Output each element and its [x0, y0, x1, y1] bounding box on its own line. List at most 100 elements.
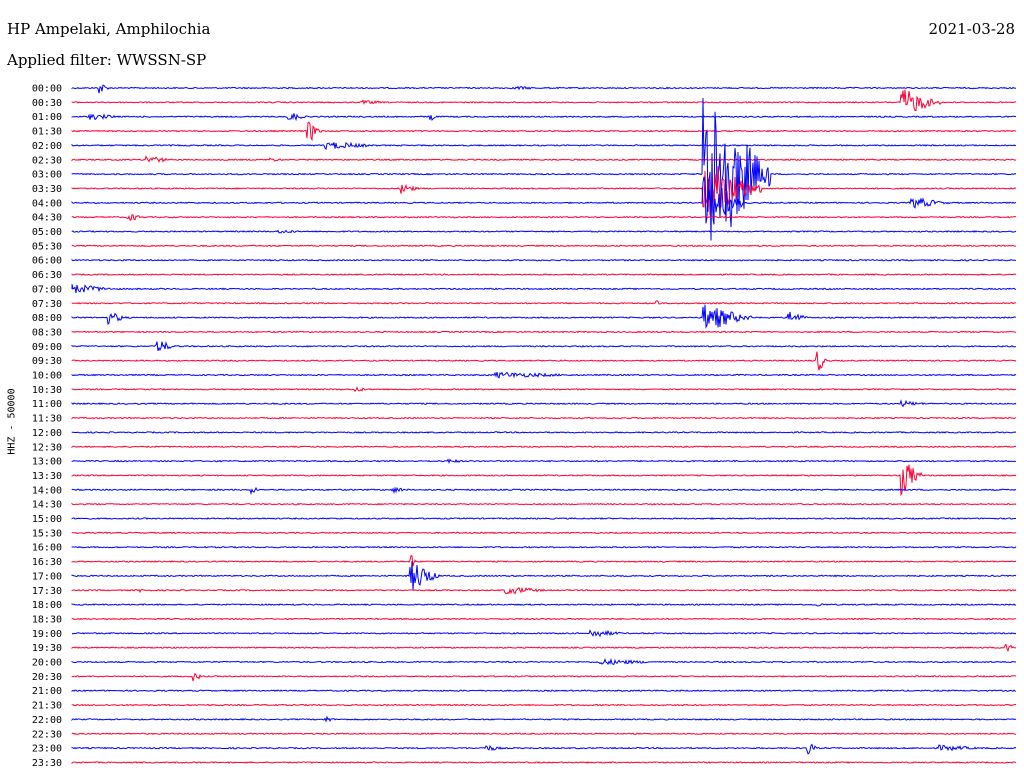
row-label: 14:30 [32, 500, 62, 511]
trace-line [71, 371, 1017, 379]
trace-line [71, 89, 1016, 111]
trace-line [71, 464, 1017, 497]
trace-line [71, 176, 1017, 224]
row-label: 05:00 [32, 227, 62, 238]
trace-line [71, 214, 1017, 221]
row-label: 23:30 [32, 758, 62, 769]
trace-line [71, 229, 1017, 234]
station-title: HP Ampelaki, Amphilochia [7, 20, 211, 38]
row-label: 13:00 [32, 457, 62, 468]
trace-line [71, 284, 1017, 293]
row-label: 17:30 [32, 586, 62, 597]
row-label: 12:00 [32, 428, 62, 439]
row-label: 15:00 [32, 514, 62, 525]
trace-line [71, 732, 1017, 736]
trace-line [71, 273, 1017, 276]
trace-line [71, 743, 1017, 755]
trace-line [71, 672, 1017, 682]
trace-line [71, 458, 1017, 465]
row-label: 12:30 [32, 442, 62, 453]
trace-line [71, 304, 1017, 329]
row-label: 03:30 [32, 184, 62, 195]
row-label: 06:00 [32, 256, 62, 267]
row-label: 21:00 [32, 686, 62, 697]
trace-line [71, 517, 1017, 520]
row-label: 07:30 [32, 299, 62, 310]
trace-line [71, 155, 1017, 163]
trace-line [71, 502, 1017, 506]
row-label: 00:00 [32, 84, 62, 95]
row-label: 22:00 [32, 715, 62, 726]
trace-line [71, 657, 1017, 666]
row-label: 02:00 [32, 141, 62, 152]
trace-line [71, 244, 1017, 248]
trace-line [71, 399, 1017, 408]
row-label: 01:00 [32, 112, 62, 123]
trace-line [71, 431, 1017, 434]
trace-line [71, 341, 1017, 352]
row-label: 18:00 [32, 600, 62, 611]
trace-line [71, 554, 1017, 567]
row-label: 16:00 [32, 543, 62, 554]
row-label: 20:00 [32, 658, 62, 669]
trace-line [71, 761, 1017, 765]
row-label: 15:30 [32, 528, 62, 539]
row-label: 09:30 [32, 356, 62, 367]
trace-line [71, 617, 1017, 621]
trace-line [71, 703, 1016, 707]
row-label: 04:00 [32, 198, 62, 209]
trace-line [71, 629, 1017, 638]
row-label: 09:00 [32, 342, 62, 353]
row-label: 20:30 [32, 672, 62, 683]
row-label: 01:30 [32, 127, 62, 138]
row-label: 10:30 [32, 385, 62, 396]
trace-line [71, 643, 1017, 653]
row-label: 16:30 [32, 557, 62, 568]
trace-line [71, 258, 1017, 262]
trace-line [71, 300, 1017, 305]
trace-line [71, 560, 1017, 591]
row-label: 14:00 [32, 485, 62, 496]
trace-line [71, 715, 1017, 723]
row-label: 00:30 [32, 98, 62, 109]
row-label: 13:30 [32, 471, 62, 482]
row-label: 07:00 [32, 284, 62, 295]
row-label: 18:30 [32, 614, 62, 625]
row-label: 22:30 [32, 729, 62, 740]
row-label: 06:30 [32, 270, 62, 281]
row-label: 02:30 [32, 155, 62, 166]
trace-line [71, 586, 1017, 595]
row-label: 19:30 [32, 643, 62, 654]
row-label: 05:30 [32, 241, 62, 252]
row-label: 21:30 [32, 701, 62, 712]
trace-line [71, 545, 1017, 549]
trace-line [71, 166, 1017, 216]
trace-line [71, 531, 1017, 535]
trace-line [71, 97, 1017, 241]
trace-line [71, 121, 1017, 142]
trace-line [71, 84, 1017, 94]
row-label: 08:30 [32, 327, 62, 338]
row-label: 11:30 [32, 414, 62, 425]
trace-line [71, 486, 1017, 496]
trace-line [71, 330, 1017, 334]
row-label: 17:00 [32, 571, 62, 582]
row-label: 23:00 [32, 744, 62, 755]
trace-line [71, 603, 1017, 607]
trace-line [71, 141, 1017, 151]
trace-line [71, 113, 1017, 122]
trace-line [71, 445, 1017, 449]
trace-line [71, 416, 1017, 420]
row-label: 08:00 [32, 313, 62, 324]
row-label: 10:00 [32, 371, 62, 382]
trace-line [71, 386, 1017, 393]
row-label: 11:00 [32, 399, 62, 410]
row-label: 03:00 [32, 170, 62, 181]
row-label: 19:00 [32, 629, 62, 640]
trace-line [71, 689, 1017, 693]
filter-label: Applied filter: WWSSN-SP [7, 51, 207, 69]
trace-line [71, 351, 1017, 371]
row-label: 04:30 [32, 213, 62, 224]
date-label: 2021-03-28 [928, 20, 1015, 38]
